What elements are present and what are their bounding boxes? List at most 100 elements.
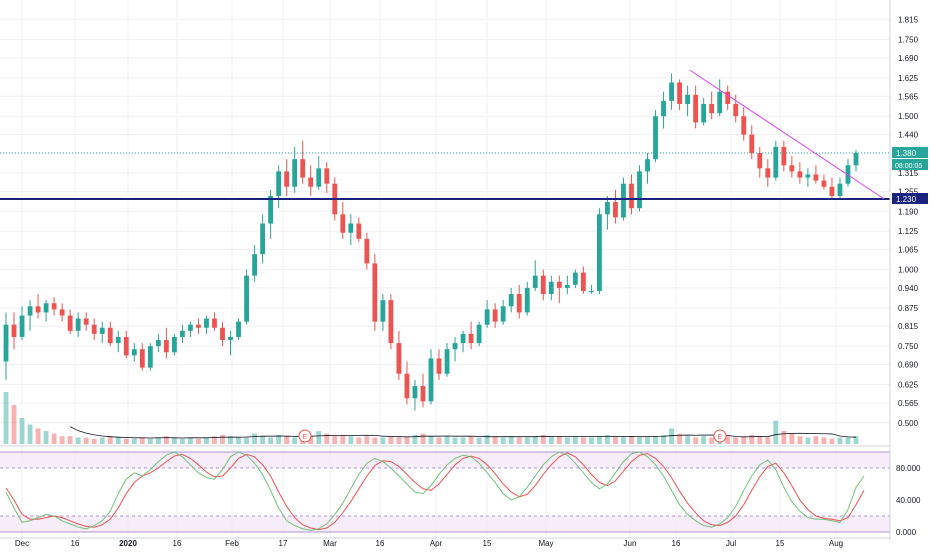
candle-body bbox=[244, 275, 249, 322]
volume-bar bbox=[677, 433, 682, 444]
price-tick-label: 0.750 bbox=[898, 342, 919, 351]
time-tick-label: Feb bbox=[225, 539, 239, 548]
candle-body bbox=[605, 202, 610, 215]
candle-body bbox=[228, 336, 233, 341]
volume-bar bbox=[749, 434, 755, 444]
price-tick-label: 1.750 bbox=[898, 36, 919, 45]
price-tick-label: 1.690 bbox=[898, 54, 919, 63]
candle-body bbox=[661, 100, 666, 117]
candle-body bbox=[621, 183, 626, 218]
time-tick-label: Mar bbox=[323, 539, 337, 548]
volume-bar bbox=[733, 437, 739, 444]
volume-bar bbox=[540, 434, 546, 444]
price-tick-label: 0.500 bbox=[898, 419, 919, 428]
candle-body bbox=[388, 300, 394, 344]
volume-bar bbox=[35, 428, 41, 444]
volume-bar bbox=[645, 437, 650, 444]
candle-body bbox=[580, 272, 586, 291]
time-tick-label: 17 bbox=[279, 539, 288, 548]
candle-body bbox=[204, 318, 209, 328]
price-tick-label: 1.255 bbox=[898, 187, 919, 196]
candle-body bbox=[396, 343, 402, 374]
volume-bar bbox=[43, 431, 49, 444]
volume-bar bbox=[853, 436, 859, 444]
candles bbox=[3, 73, 859, 411]
volume-bar bbox=[564, 437, 570, 444]
volume-bar bbox=[605, 434, 610, 444]
candle-body bbox=[43, 303, 49, 313]
volume-bar bbox=[516, 437, 522, 444]
candle-body bbox=[508, 294, 514, 307]
candle-body bbox=[428, 358, 434, 402]
volume-bar bbox=[155, 437, 161, 444]
price-tick-label: 1.815 bbox=[898, 16, 919, 25]
volume-bar bbox=[789, 433, 795, 444]
time-tick-label: Dec bbox=[15, 539, 29, 548]
candle-body bbox=[741, 116, 747, 135]
volume-bar bbox=[588, 437, 594, 444]
candle-body bbox=[372, 263, 378, 322]
time-tick-label: May bbox=[538, 539, 553, 548]
candle-body bbox=[3, 324, 9, 362]
volume-bar bbox=[188, 437, 193, 444]
volume-bar bbox=[107, 436, 113, 444]
candle-body bbox=[701, 103, 707, 123]
candle-body bbox=[677, 82, 682, 104]
volume-bar bbox=[596, 436, 602, 444]
volume-bar bbox=[99, 437, 105, 444]
volume-bar bbox=[524, 437, 530, 444]
volume-bar bbox=[396, 437, 402, 444]
candle-body bbox=[115, 336, 121, 344]
volume-bar bbox=[685, 436, 691, 444]
candle-body bbox=[749, 134, 755, 154]
candle-body bbox=[188, 324, 193, 331]
candle-body bbox=[276, 171, 282, 196]
candle-body bbox=[476, 324, 482, 344]
volume-bar bbox=[492, 436, 498, 444]
volume-bar bbox=[324, 433, 330, 444]
volume-bar bbox=[661, 434, 666, 444]
candle-body bbox=[27, 306, 33, 316]
volume-bar bbox=[83, 437, 89, 444]
volume-bar bbox=[163, 436, 169, 444]
candle-body bbox=[324, 168, 330, 184]
earnings-marker-label: E bbox=[303, 434, 308, 441]
price-tick-label: 0.625 bbox=[898, 380, 919, 389]
candle-body bbox=[709, 103, 715, 114]
candle-body bbox=[147, 346, 153, 368]
candle-body bbox=[596, 214, 602, 291]
time-tick-label: 15 bbox=[483, 539, 492, 548]
candle-body bbox=[364, 238, 370, 264]
volume-bar bbox=[3, 392, 9, 444]
price-tick-label: 0.875 bbox=[898, 304, 919, 313]
volume-bar bbox=[19, 418, 25, 444]
last-price-label: 1.380 bbox=[896, 149, 917, 158]
candle-body bbox=[83, 318, 89, 325]
candle-body bbox=[653, 116, 658, 160]
volume-bar bbox=[260, 436, 266, 444]
time-tick-label: Apr bbox=[430, 539, 443, 548]
volume-bar bbox=[476, 437, 482, 444]
volume-bar bbox=[372, 437, 378, 444]
volume-bar bbox=[67, 436, 73, 444]
candle-body bbox=[500, 306, 506, 322]
candle-body bbox=[516, 294, 522, 313]
candle-body bbox=[300, 159, 306, 178]
volume-bar bbox=[653, 436, 658, 444]
grid bbox=[0, 0, 890, 538]
candle-body bbox=[196, 324, 201, 328]
candle-body bbox=[212, 318, 217, 328]
volume-bar bbox=[460, 437, 466, 444]
candle-body bbox=[436, 358, 442, 374]
candle-body bbox=[412, 386, 418, 399]
stoch-tick-label: 80.000 bbox=[896, 464, 921, 473]
stoch-upper-band bbox=[0, 452, 890, 468]
candle-body bbox=[765, 168, 771, 178]
volume-bar bbox=[59, 436, 65, 444]
volume-bar bbox=[845, 437, 851, 444]
candle-body bbox=[468, 333, 474, 344]
time-tick-label: Jun bbox=[624, 539, 637, 548]
volume-bar bbox=[252, 433, 257, 444]
